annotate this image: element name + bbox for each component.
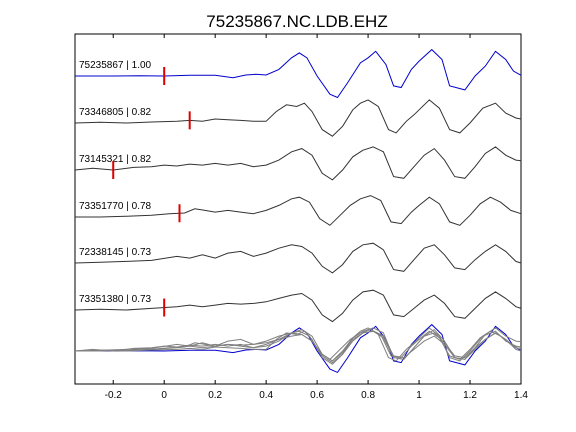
trace-line-75235867 <box>75 48 522 99</box>
trace-label-72338145: 72338145 | 0.73 <box>79 247 152 258</box>
x-tick-label: 1.4 <box>514 390 528 401</box>
trace-label-73145321: 73145321 | 0.82 <box>79 154 152 165</box>
x-tick-label: 1 <box>416 390 422 401</box>
x-axis: -0.2 0 0.2 0.4 0.6 0.8 1 1.2 1.4 <box>105 34 528 401</box>
x-tick-label: -0.2 <box>105 390 123 401</box>
trace-label-73351380: 73351380 | 0.73 <box>79 294 152 305</box>
trace-line-73351380 <box>74 289 522 323</box>
trace-line-73145321 <box>74 146 522 181</box>
x-tick-label: 0.6 <box>310 390 324 401</box>
x-tick-label: 0.4 <box>259 390 273 401</box>
stack-line-73351380 <box>74 330 522 364</box>
trace-group: 75235867 | 1.00 73346805 | 0.82 73145321 |… <box>74 48 522 323</box>
trace-line-73351770 <box>75 195 522 226</box>
stack-line-73351770 <box>75 329 522 360</box>
x-tick-label: 1.2 <box>463 390 477 401</box>
stack-line-72338145 <box>74 330 522 362</box>
trace-label-73346805: 73346805 | 0.82 <box>79 107 152 118</box>
stack-line-75235867 <box>75 323 522 374</box>
x-tick-label: 0.8 <box>361 390 375 401</box>
chart-title: 75235867.NC.LDB.EHZ <box>206 12 387 31</box>
x-tick-label: 0.2 <box>208 390 222 401</box>
plot-frame <box>74 33 522 385</box>
trace-label-73351770: 73351770 | 0.78 <box>79 201 152 212</box>
stack-group <box>74 323 522 374</box>
trace-line-72338145 <box>74 242 522 274</box>
x-tick-label: 0 <box>161 390 167 401</box>
trace-label-75235867: 75235867 | 1.00 <box>79 60 152 71</box>
trace-line-73346805 <box>74 99 522 137</box>
